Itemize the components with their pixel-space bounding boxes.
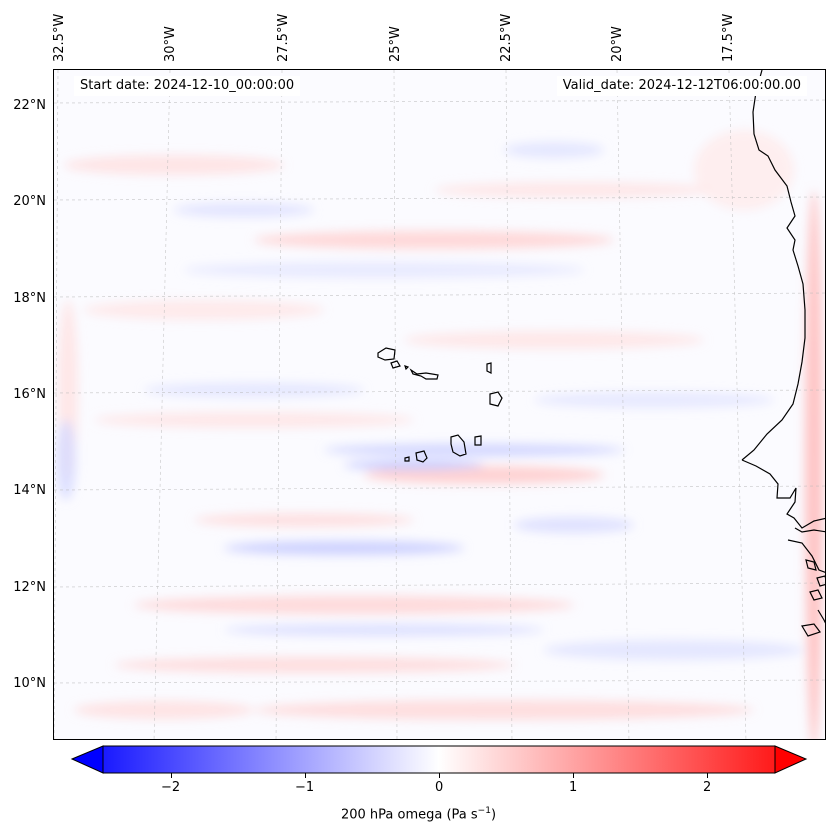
- coastline-bijagos: [805, 559, 825, 601]
- omega-positive-band: [404, 331, 704, 349]
- omega-positive-band: [74, 701, 254, 719]
- colorbar: [70, 745, 808, 774]
- lon-label-27-5w: 27.5°W: [276, 13, 291, 62]
- omega-negative-band: [184, 262, 584, 278]
- island-santiago: [450, 434, 467, 457]
- omega-positive-band: [434, 182, 714, 198]
- colorbar-tick-label: 2: [703, 780, 712, 795]
- omega-positive-band: [254, 700, 754, 720]
- colorbar-tick: [707, 773, 708, 778]
- lon-label-20w: 20°W: [610, 26, 625, 62]
- coastline: [741, 70, 825, 637]
- omega-negative-band: [344, 460, 484, 470]
- coastline-guinea-bissau: [787, 539, 825, 573]
- lat-label-10n: 10°N: [13, 676, 46, 691]
- omega-positive-band: [364, 466, 604, 484]
- lon-label-17-5w: 17.5°W: [721, 13, 736, 62]
- colorbar-high-extension: [774, 745, 808, 774]
- lon-label-32-5w: 32.5°W: [52, 13, 67, 62]
- omega-negative-band: [224, 624, 544, 636]
- map-panel[interactable]: Start date: 2024-12-10_00:00:00 Valid_da…: [53, 69, 826, 740]
- lat-label-16n: 16°N: [13, 387, 46, 402]
- colorbar-title-exponent: −1: [477, 806, 491, 816]
- coastline-mauritania: [741, 70, 806, 461]
- island-maio: [474, 435, 482, 446]
- omega-positive-band: [114, 657, 514, 673]
- omega-positive-band: [94, 412, 414, 428]
- omega-negative-band: [534, 392, 774, 408]
- omega-positive-band: [84, 300, 324, 320]
- colorbar-tick: [171, 773, 172, 778]
- omega-negative-band: [514, 517, 634, 533]
- omega-positive-band: [134, 596, 574, 614]
- island-santo-antao: [377, 347, 396, 361]
- colorbar-tick-label: 1: [569, 780, 578, 795]
- colorbar-title: 200 hPa omega (Pa s−1): [0, 806, 837, 822]
- lat-label-18n: 18°N: [13, 291, 46, 306]
- omega-negative-band: [144, 383, 364, 397]
- colorbar-tick: [573, 773, 574, 778]
- lat-label-22n: 22°N: [13, 98, 46, 113]
- valid-date-label: Valid_date: 2024-12-12T06:00:00.00: [556, 76, 807, 96]
- omega-positive-band: [64, 155, 284, 175]
- colorbar-low-extension: [70, 745, 104, 774]
- omega-negative-band: [56, 420, 76, 500]
- omega-positive-band: [254, 231, 614, 249]
- colorbar-tick-label: 0: [435, 780, 444, 795]
- colorbar-tick: [305, 773, 306, 778]
- lat-label-20n: 20°N: [13, 194, 46, 209]
- colorbar-title-close: ): [490, 807, 497, 823]
- island-sal: [486, 362, 492, 374]
- island-santa-luzia: [404, 365, 410, 371]
- lon-label-30w: 30°W: [163, 26, 178, 62]
- lon-label-22-5w: 22.5°W: [499, 13, 514, 62]
- lon-label-25w: 25°W: [388, 26, 403, 62]
- coastline-guinea: [801, 609, 825, 637]
- omega-positive-band: [694, 130, 794, 210]
- island-brava: [404, 456, 410, 462]
- island-sao-nicolau: [409, 368, 439, 380]
- start-date-label: Start date: 2024-12-10_00:00:00: [74, 76, 301, 96]
- colorbar-bar: [102, 745, 776, 774]
- island-outlines: [377, 347, 503, 463]
- colorbar-tick-label: −2: [161, 780, 181, 795]
- island-fogo: [415, 450, 428, 463]
- graticule: [54, 70, 825, 739]
- island-sao-vicente: [390, 360, 401, 369]
- omega-negative-band: [224, 541, 464, 555]
- colorbar-tick: [439, 773, 440, 778]
- omega-negative-band: [544, 640, 804, 660]
- colorbar-tick-label: −1: [295, 780, 315, 795]
- omega-positive-band: [805, 190, 823, 739]
- coastline-senegal: [741, 459, 825, 529]
- lat-label-14n: 14°N: [13, 483, 46, 498]
- lat-label-12n: 12°N: [13, 580, 46, 595]
- omega-positive-band: [194, 513, 414, 527]
- omega-negative-band: [174, 203, 314, 217]
- omega-field: [54, 70, 825, 739]
- coastline-gambia: [794, 527, 825, 533]
- island-boa-vista: [489, 391, 503, 407]
- omega-negative-band: [324, 444, 624, 456]
- omega-negative-band: [504, 142, 604, 158]
- colorbar-title-text: 200 hPa omega (Pa s: [340, 807, 478, 823]
